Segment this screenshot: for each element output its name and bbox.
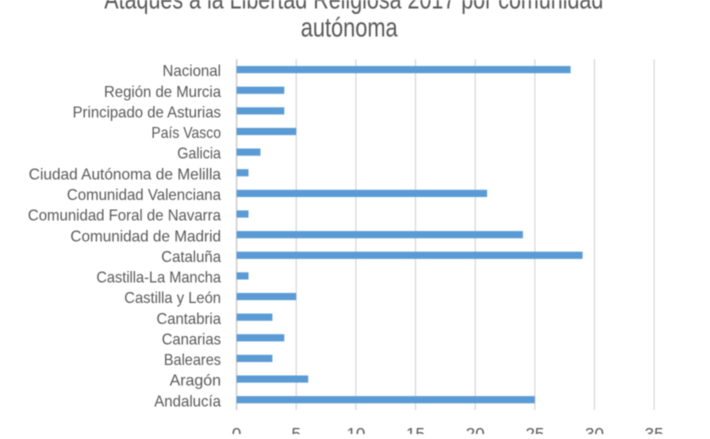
svg-text:Ciudad Autónoma de Melilla: Ciudad Autónoma de Melilla bbox=[29, 166, 221, 183]
svg-text:Cataluña: Cataluña bbox=[161, 249, 221, 266]
svg-text:Nacional: Nacional bbox=[163, 63, 222, 80]
svg-text:Comunidad Valenciana: Comunidad Valenciana bbox=[67, 187, 221, 204]
svg-text:35: 35 bbox=[645, 425, 664, 435]
svg-text:25: 25 bbox=[525, 425, 544, 435]
svg-text:Comunidad Foral de Navarra: Comunidad Foral de Navarra bbox=[28, 208, 221, 225]
svg-text:Castilla-La Mancha: Castilla-La Mancha bbox=[96, 270, 221, 287]
svg-text:Andalucía: Andalucía bbox=[154, 393, 221, 410]
svg-text:Castilla y León: Castilla y León bbox=[124, 290, 221, 307]
svg-text:Comunidad de Madrid: Comunidad de Madrid bbox=[70, 228, 221, 245]
svg-text:Región de Murcia: Región de Murcia bbox=[104, 84, 221, 101]
svg-text:Canarias: Canarias bbox=[162, 331, 221, 348]
svg-text:Ataques a la Libertad Religios: Ataques a la Libertad Religiosa 2017 por… bbox=[104, 0, 603, 15]
svg-text:País Vasco: País Vasco bbox=[151, 125, 221, 142]
svg-text:5: 5 bbox=[291, 425, 300, 435]
svg-text:Cantabria: Cantabria bbox=[157, 311, 222, 328]
svg-text:20: 20 bbox=[466, 425, 485, 435]
svg-text:10: 10 bbox=[346, 425, 365, 435]
svg-text:0: 0 bbox=[232, 425, 241, 435]
svg-text:autónoma: autónoma bbox=[301, 13, 399, 43]
svg-text:Aragón: Aragón bbox=[170, 373, 221, 390]
svg-text:Baleares: Baleares bbox=[164, 352, 221, 369]
svg-text:Galicia: Galicia bbox=[177, 146, 221, 163]
svg-text:30: 30 bbox=[585, 425, 604, 435]
svg-text:Principado de Asturias: Principado de Asturias bbox=[73, 104, 221, 121]
svg-text:15: 15 bbox=[406, 425, 425, 435]
